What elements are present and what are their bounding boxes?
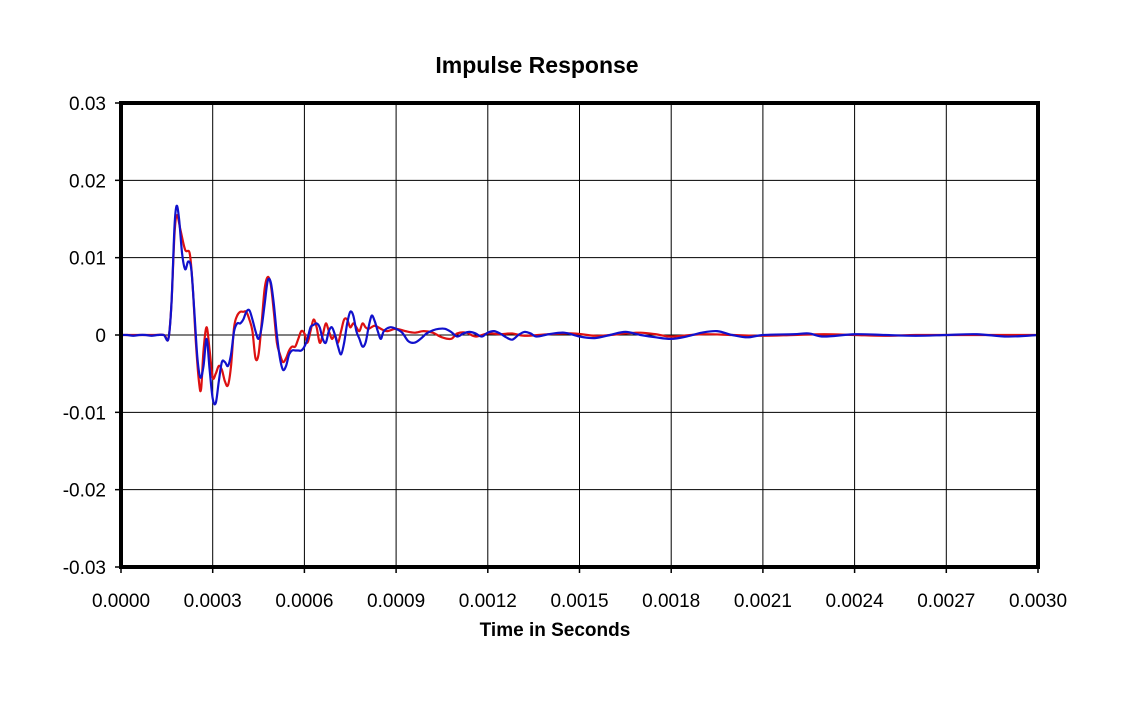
chart-title: Impulse Response [435,52,638,78]
x-tick-label: 0.0003 [184,591,242,612]
y-tick-label: -0.02 [63,481,106,502]
y-tick-label: 0.03 [69,94,106,115]
x-axis-title: Time in Seconds [480,620,631,641]
x-tick-label: 0.0009 [367,591,425,612]
x-axis-ticks: 0.0000 0.0003 0.0006 0.0009 0.0012 0.0015 0.00… [92,567,1067,612]
x-tick-label: 0.0006 [275,591,333,612]
y-tick-label: -0.01 [63,403,106,424]
x-tick-label: 0.0030 [1009,591,1067,612]
x-tick-label: 0.0000 [92,591,150,612]
series-line-1 [120,204,1039,406]
y-tick-label: 0.01 [69,249,106,270]
x-tick-label: 0.0027 [917,591,975,612]
x-tick-label: 0.0015 [550,591,608,612]
x-tick-label: 0.0018 [642,591,700,612]
x-tick-label: 0.0021 [734,591,792,612]
x-tick-label: 0.0024 [826,591,885,612]
y-tick-label: 0.02 [69,171,106,192]
y-axis-ticks: 0.03 0.02 0.01 0 -0.01 -0.02 -0.03 [63,94,121,579]
gridlines [121,103,1038,567]
y-tick-label: -0.03 [63,558,106,579]
series-line-0 [121,214,1038,393]
y-tick-label: 0 [95,326,106,347]
series-lines [120,204,1039,406]
x-tick-label: 0.0012 [459,591,517,612]
